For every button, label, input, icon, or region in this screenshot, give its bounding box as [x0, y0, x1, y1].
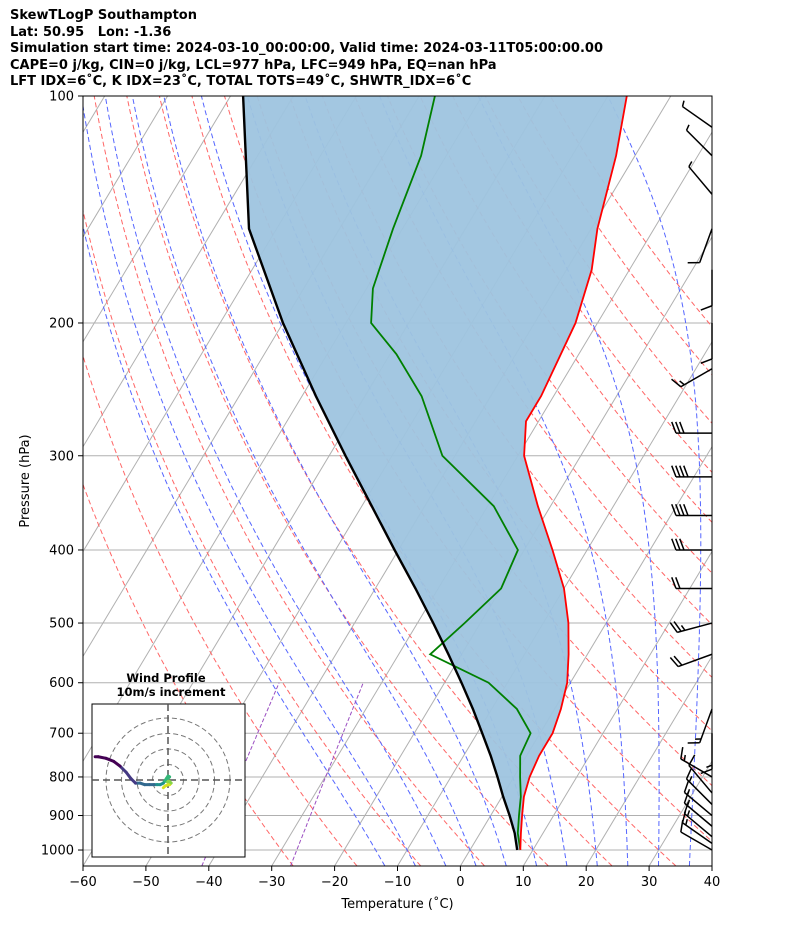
x-tick-label: −60: [69, 875, 96, 890]
wind-barb: [683, 780, 713, 817]
chart-title: SkewTLogP Southampton: [10, 8, 197, 23]
dry-adiabat: [83, 208, 422, 866]
wind-barb: [700, 733, 713, 775]
wind-barb: [671, 503, 712, 517]
x-tick-label: −30: [258, 875, 285, 890]
wind-barb: [685, 124, 713, 157]
x-tick-label: −20: [321, 875, 348, 890]
x-tick-label: −10: [384, 875, 411, 890]
wind-barb: [671, 368, 713, 388]
wind-barb: [687, 708, 713, 744]
wind-barb: [700, 322, 713, 364]
moist-adiabat: [131, 96, 477, 866]
y-tick-label: 800: [49, 770, 74, 785]
dry-adiabat: [484, 96, 712, 424]
x-tick-label: −50: [132, 875, 159, 890]
wind-barb: [669, 653, 713, 668]
y-tick-label: 900: [49, 809, 74, 824]
wind-barb: [700, 269, 713, 311]
indices-line-1: CAPE=0 j/kg, CIN=0 j/kg, LCL=977 hPa, LF…: [10, 57, 497, 73]
y-tick-label: 300: [49, 449, 74, 464]
mixing-ratio-line: [290, 682, 364, 866]
parcel-line: [241, 96, 519, 851]
dry-adiabat: [83, 483, 294, 866]
indices-line-2: LFT IDX=6˚C, K IDX=23˚C, TOTAL TOTS=49˚C…: [10, 74, 472, 89]
isotherm-gridline: [648, 760, 712, 866]
dry-adiabat: [419, 96, 712, 524]
x-tick-label: 10: [515, 875, 532, 890]
chart-title-block: SkewTLogP Southampton Lat: 50.95 Lon: -1…: [10, 8, 603, 91]
dry-adiabat: [93, 96, 485, 866]
x-tick-label: −40: [195, 875, 222, 890]
isotherm-gridline: [775, 96, 794, 866]
x-axis-label: Temperature (˚C): [340, 896, 453, 912]
cape-cin-shading: [243, 96, 627, 850]
wind-barb: [688, 161, 713, 195]
moist-adiabat: [104, 96, 447, 866]
moist-adiabat: [477, 96, 660, 866]
y-tick-label: 1000: [41, 844, 74, 859]
isotherm-gridline: [711, 865, 712, 866]
wind-barb: [669, 621, 713, 634]
x-tick-label: 40: [704, 875, 721, 890]
wind-barb: [683, 791, 713, 827]
y-tick-label: 500: [49, 617, 74, 632]
isotherm-gridline: [83, 96, 231, 343]
dry-adiabat: [386, 96, 712, 574]
x-tick-label: 30: [641, 875, 658, 890]
y-tick-label: 200: [49, 316, 74, 331]
wind-barb: [671, 538, 712, 551]
isotherm-gridline: [585, 655, 712, 866]
wind-barb: [680, 746, 713, 778]
y-tick-label: 600: [49, 676, 74, 691]
dry-adiabat: [158, 96, 613, 866]
isotherm-gridline: [334, 236, 712, 866]
wind-barb: [671, 577, 712, 590]
dry-adiabat: [83, 354, 358, 866]
x-tick-label: 20: [578, 875, 595, 890]
wind-barb: [671, 465, 712, 478]
x-tick-label: 0: [456, 875, 464, 890]
hodograph-plot: [92, 704, 245, 857]
y-axis-label: Pressure (hPa): [18, 434, 33, 527]
isotherm-gridline: [83, 96, 294, 448]
times-line: Simulation start time: 2024-03-10_00:00:…: [10, 41, 603, 56]
isotherm-gridline: [522, 550, 712, 866]
y-tick-label: 400: [49, 543, 74, 558]
wind-barb: [671, 421, 712, 434]
location-line: Lat: 50.95 Lon: -1.36: [10, 24, 172, 40]
dry-adiabat: [126, 96, 549, 866]
temperature-line: [519, 96, 628, 851]
wind-barb: [688, 754, 713, 794]
wind-barb: [687, 228, 713, 264]
wind-barb: [685, 767, 713, 805]
y-tick-label: 100: [49, 90, 74, 105]
hodograph-title: Wind Profile: [126, 671, 206, 685]
y-tick-label: 700: [49, 727, 74, 742]
isotherm-gridline: [83, 96, 169, 238]
hodograph-subtitle: 10m/s increment: [117, 685, 226, 699]
dewpoint-line: [370, 96, 532, 851]
dry-adiabat: [452, 96, 712, 474]
wind-barb: [681, 100, 713, 128]
